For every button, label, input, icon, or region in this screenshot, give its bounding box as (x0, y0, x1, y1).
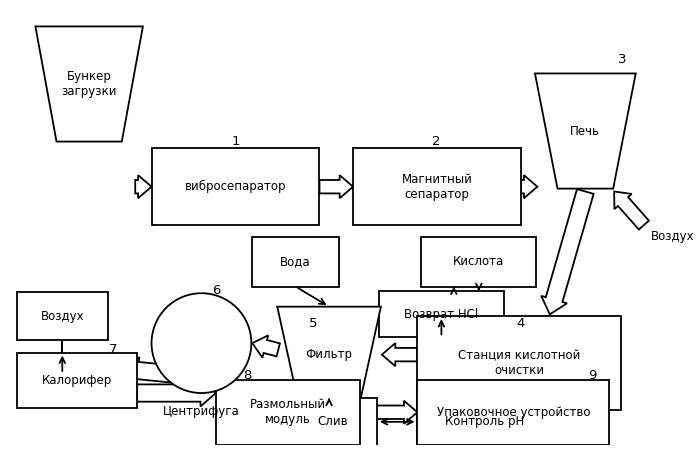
Polygon shape (135, 175, 151, 198)
Text: Воздух: Воздух (41, 310, 85, 323)
FancyBboxPatch shape (18, 292, 108, 340)
Polygon shape (137, 380, 216, 406)
Text: 6: 6 (211, 284, 220, 297)
Text: 8: 8 (244, 369, 252, 382)
Polygon shape (535, 74, 636, 188)
Polygon shape (252, 336, 280, 358)
FancyBboxPatch shape (289, 398, 377, 446)
FancyBboxPatch shape (379, 291, 504, 337)
Polygon shape (277, 306, 381, 403)
Polygon shape (521, 175, 538, 198)
FancyBboxPatch shape (18, 353, 137, 409)
Text: 1: 1 (232, 135, 240, 148)
Text: Возврат HCl: Возврат HCl (405, 308, 479, 321)
Text: Станция кислотной
очистки: Станция кислотной очистки (458, 349, 580, 377)
FancyBboxPatch shape (417, 316, 621, 410)
Text: Бункер
загрузки: Бункер загрузки (62, 70, 117, 98)
FancyBboxPatch shape (421, 237, 536, 286)
Text: 5: 5 (309, 317, 317, 331)
Polygon shape (319, 175, 353, 198)
Polygon shape (614, 192, 649, 230)
Circle shape (151, 293, 251, 393)
Text: Слив: Слив (318, 415, 348, 428)
Text: 3: 3 (617, 53, 626, 65)
Text: Вода: Вода (280, 255, 311, 268)
Text: Воздух: Воздух (650, 230, 694, 243)
Text: 7: 7 (109, 343, 118, 356)
FancyBboxPatch shape (417, 398, 552, 446)
Text: Центрифуга: Центрифуга (163, 405, 240, 418)
Text: Магнитный
сепаратор: Магнитный сепаратор (402, 173, 472, 201)
Text: 4: 4 (517, 317, 525, 331)
Text: 2: 2 (433, 135, 441, 148)
Text: вибросепаратор: вибросепаратор (185, 180, 286, 193)
Polygon shape (382, 343, 417, 366)
FancyBboxPatch shape (151, 148, 319, 225)
Text: Упаковочное устройство: Упаковочное устройство (437, 406, 590, 419)
Text: Размольный
модуль: Размольный модуль (250, 398, 326, 426)
Text: Фильтр: Фильтр (306, 348, 353, 361)
Polygon shape (122, 357, 172, 384)
FancyBboxPatch shape (216, 380, 360, 445)
FancyBboxPatch shape (353, 148, 521, 225)
FancyBboxPatch shape (252, 237, 339, 286)
Polygon shape (541, 189, 594, 314)
Polygon shape (36, 26, 143, 142)
Text: Калорифер: Калорифер (42, 374, 112, 387)
FancyBboxPatch shape (417, 380, 609, 445)
Text: Печь: Печь (570, 124, 601, 138)
Polygon shape (360, 401, 417, 424)
Text: Кислота: Кислота (453, 255, 505, 268)
Text: Контроль pH: Контроль pH (445, 415, 524, 428)
Text: 9: 9 (588, 369, 596, 382)
